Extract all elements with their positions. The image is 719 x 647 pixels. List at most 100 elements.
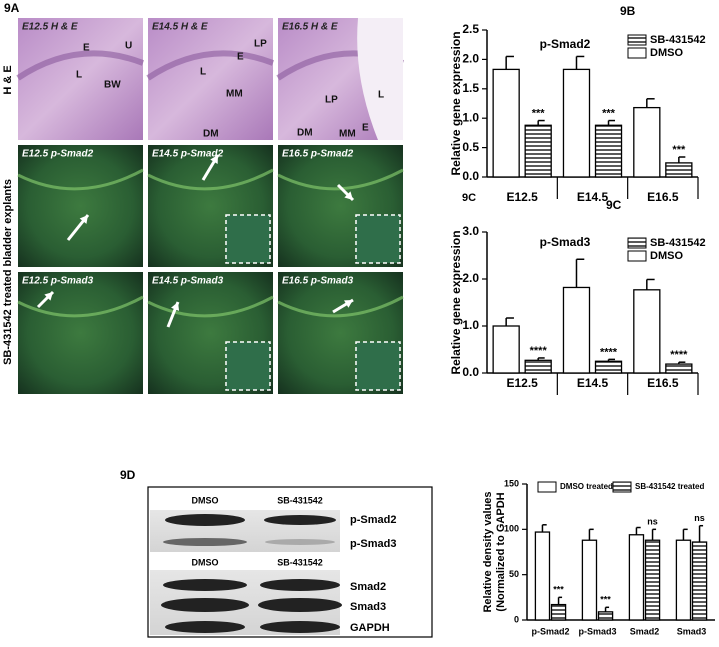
inset [225,214,271,264]
lane-header: DMSO [192,557,219,567]
panel-label: 9D [120,468,136,482]
tissue-label: MM [339,129,356,140]
significance-label: **** [600,346,618,358]
micrograph-title: E12.5 p-Smad2 [22,149,94,160]
tissue-label: L [378,90,384,101]
annotation: 9C [462,192,476,204]
tissue-texture [147,168,274,191]
bar [562,68,591,178]
micrograph [18,272,143,394]
blot-bands [161,514,342,633]
significance-label: **** [530,345,548,357]
lane-header: SB-431542 [277,495,323,505]
y-tick-label: 1.0 [462,110,479,124]
y-tick-label: 100 [504,524,519,534]
panel-label: 9A [4,1,20,15]
significance-label: ns [694,513,705,523]
tissue-label: MM [226,89,243,100]
micrograph-title: E12.5 H & E [22,22,78,33]
tissue-label: LP [254,39,267,50]
legend-swatch [627,250,647,262]
tissue-label: E [83,43,90,54]
band-label: p-Smad2 [350,514,396,526]
tissue-label: LP [325,95,338,106]
micrograph-title: E16.5 p-Smad3 [282,276,354,287]
arrow-head [344,191,353,200]
bar [492,68,520,178]
micrograph-title: E16.5 H & E [282,22,338,33]
significance-label: **** [670,349,688,361]
y-axis-title: (Normalized to GAPDH [495,492,507,611]
legend-label: SB-431542 treated [635,482,704,491]
bar [492,325,520,374]
bar [628,534,645,621]
arrow-head [44,292,53,301]
significance-label: *** [602,107,616,119]
micrograph-title: E16.5 p-Smad2 [282,149,354,160]
tissue-texture [147,295,274,318]
inset [355,341,401,391]
band-label: Smad2 [350,581,386,593]
y-tick-label: 0.0 [462,169,479,183]
bar [691,541,708,621]
band-label: p-Smad3 [350,538,396,550]
tissue-texture [17,168,144,191]
significance-label: *** [672,144,686,156]
significance-label: *** [532,107,546,119]
micrograph-title: E14.5 p-Smad2 [152,149,224,160]
x-tick-label: E14.5 [577,190,609,204]
bar [550,603,567,621]
legend-swatch [627,237,647,249]
row-label: H & E [2,65,14,94]
significance-label: *** [553,585,564,595]
chart-title: p-Smad3 [540,235,591,249]
lane-header: SB-431542 [277,557,323,567]
significance-label: *** [600,595,611,605]
lumen [357,18,403,140]
legend-label: DMSO treated [560,482,613,491]
bar [665,162,693,178]
y-tick-label: 0.5 [462,140,479,154]
arrow-head [171,302,180,311]
tissue-label: DM [297,128,313,139]
legend-label: DMSO [650,250,683,262]
bar [633,289,661,374]
x-tick-label: E12.5 [506,190,538,204]
panel-label: 9C [606,198,622,212]
micrograph [148,18,273,140]
y-axis-title: Relative gene expression [449,31,463,175]
legend-swatch [627,34,647,46]
tissue-label: L [76,70,82,81]
x-tick-label: E14.5 [577,376,609,390]
legend-label: SB-431542 [650,34,706,46]
micrograph-title: E14.5 H & E [152,22,208,33]
tissue-label: L [200,67,206,78]
tissue-texture [277,168,404,191]
arrow-head [344,300,353,308]
y-tick-label: 1.0 [462,318,479,332]
tissue-texture [277,295,404,318]
legend-swatch [537,481,557,493]
x-tick-label: p-Smad2 [531,626,569,636]
bar [562,286,591,374]
tissue-texture [17,295,144,318]
y-tick-label: 3.0 [462,224,479,238]
tissue-label: E [362,123,369,134]
x-tick-label: Smad2 [630,626,660,636]
x-tick-label: E16.5 [647,190,679,204]
arrow-head [210,155,218,164]
band-label: Smad3 [350,601,386,613]
tissue-texture [16,50,145,81]
legend-label: SB-431542 [650,237,706,249]
row-label: SB-431542 treated bladder explants [2,179,14,365]
legend-label: DMSO [650,47,683,59]
bar [675,539,692,621]
panel-label: 9B [620,4,636,18]
y-tick-label: 1.5 [462,81,479,95]
bar [534,531,551,621]
y-tick-label: 50 [509,569,519,579]
tissue-texture [146,50,275,81]
y-tick-label: 2.5 [462,22,479,36]
micrograph [18,145,143,267]
